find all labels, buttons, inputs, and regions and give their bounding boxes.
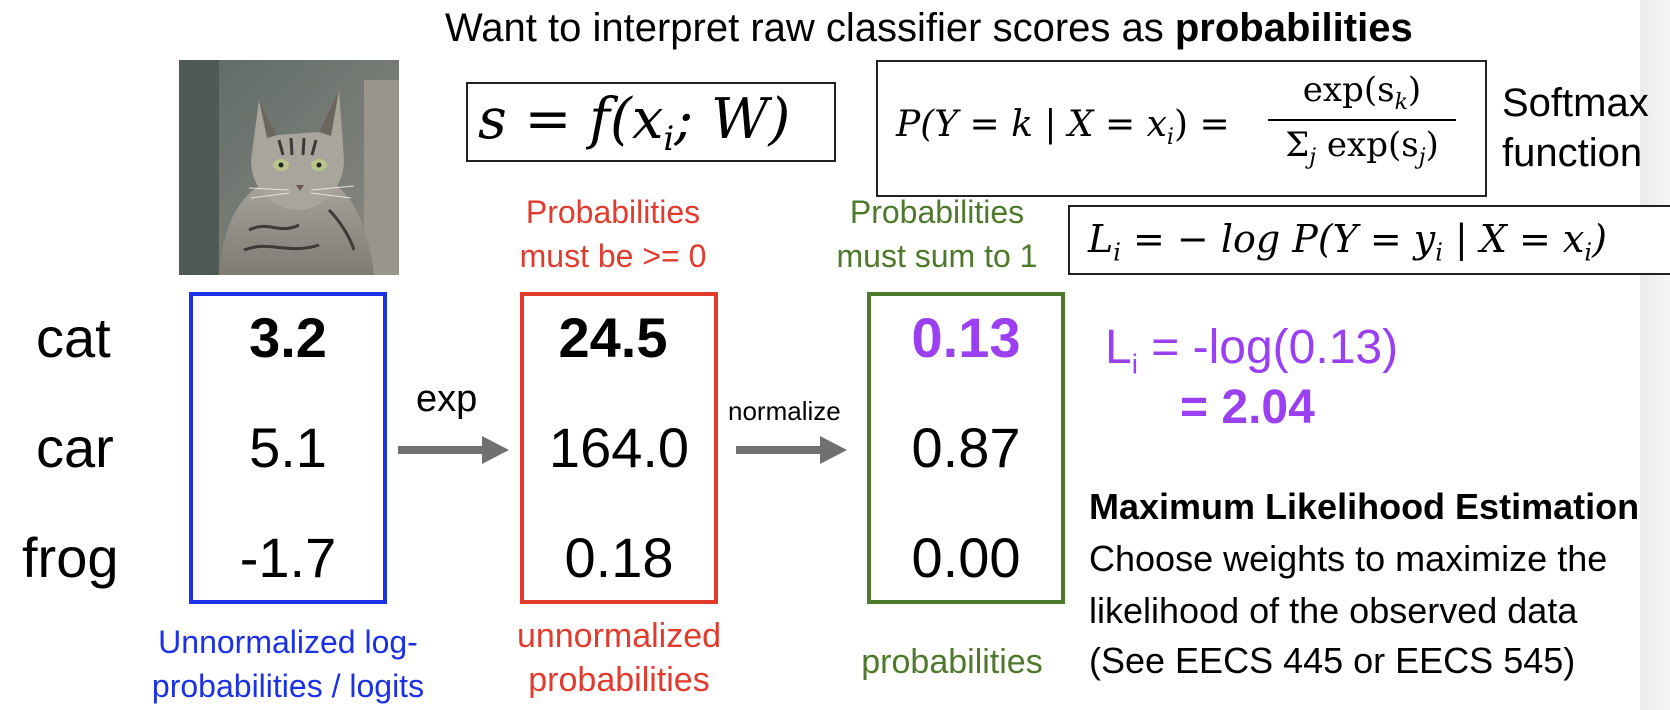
logit-car: 5.1 xyxy=(249,416,327,479)
softmax-equation: P(Y = k | X = xi) = exp(sk) Σj exp(sj) xyxy=(876,60,1487,197)
logit-cat: 3.2 xyxy=(249,306,327,369)
exp-arrow xyxy=(398,436,509,464)
class-label-cat: cat xyxy=(36,306,111,369)
logit-frog: -1.7 xyxy=(239,526,337,589)
class-label-car: car xyxy=(36,416,114,479)
exp-car: 164.0 xyxy=(548,416,690,479)
class-label-frog: frog xyxy=(22,526,119,589)
loss-equation: Li = − log P(Y = yi | X = xi) xyxy=(1068,205,1670,275)
exp-column-header: Probabilities must be >= 0 xyxy=(519,194,707,274)
normalize-arrow-label: normalize xyxy=(728,396,841,426)
prob-caption: probabilities xyxy=(861,643,1043,681)
exp-arrow-label: exp xyxy=(416,378,478,420)
right-edge-shade xyxy=(1640,0,1670,710)
prob-car: 0.87 xyxy=(911,416,1021,479)
normalize-arrow xyxy=(736,436,847,464)
prob-cat: 0.13 xyxy=(911,306,1021,369)
logits-caption: Unnormalized log- probabilities / logits xyxy=(151,624,425,704)
mle-title: Maximum Likelihood Estimation xyxy=(1089,486,1640,527)
softmax-lhs: P(Y = k | X = xi) = xyxy=(896,104,1230,151)
cat-image xyxy=(179,60,399,275)
score-function-equation: s = f(xi; W) xyxy=(466,82,836,162)
softmax-numerator: exp(sk) xyxy=(1302,70,1422,115)
mle-line-2: likelihood of the observed data xyxy=(1089,590,1578,631)
loss-value-expression: Li = -log(0.13) xyxy=(1105,321,1399,380)
logits-box xyxy=(189,292,387,604)
fraction-bar xyxy=(1268,118,1456,121)
mle-line-3: (See EECS 445 or EECS 545) xyxy=(1089,640,1576,681)
softmax-denominator: Σj exp(sj) xyxy=(1285,124,1439,170)
loss-value-result: = 2.04 xyxy=(1180,381,1315,434)
softmax-caption: Softmax function xyxy=(1502,81,1649,175)
unnormalized-probabilities-box xyxy=(520,292,718,604)
prob-frog: 0.00 xyxy=(911,526,1021,589)
exp-caption: unnormalized probabilities xyxy=(516,617,722,699)
slide-title: Want to interpret raw classifier scores … xyxy=(445,6,1413,50)
exp-frog: 0.18 xyxy=(564,526,674,589)
exp-cat: 24.5 xyxy=(558,306,668,369)
probabilities-box xyxy=(867,292,1065,604)
prob-column-header: Probabilities must sum to 1 xyxy=(836,194,1038,274)
mle-line-1: Choose weights to maximize the xyxy=(1089,538,1608,579)
softmax-fraction: exp(sk) Σj exp(sj) xyxy=(1268,70,1456,170)
